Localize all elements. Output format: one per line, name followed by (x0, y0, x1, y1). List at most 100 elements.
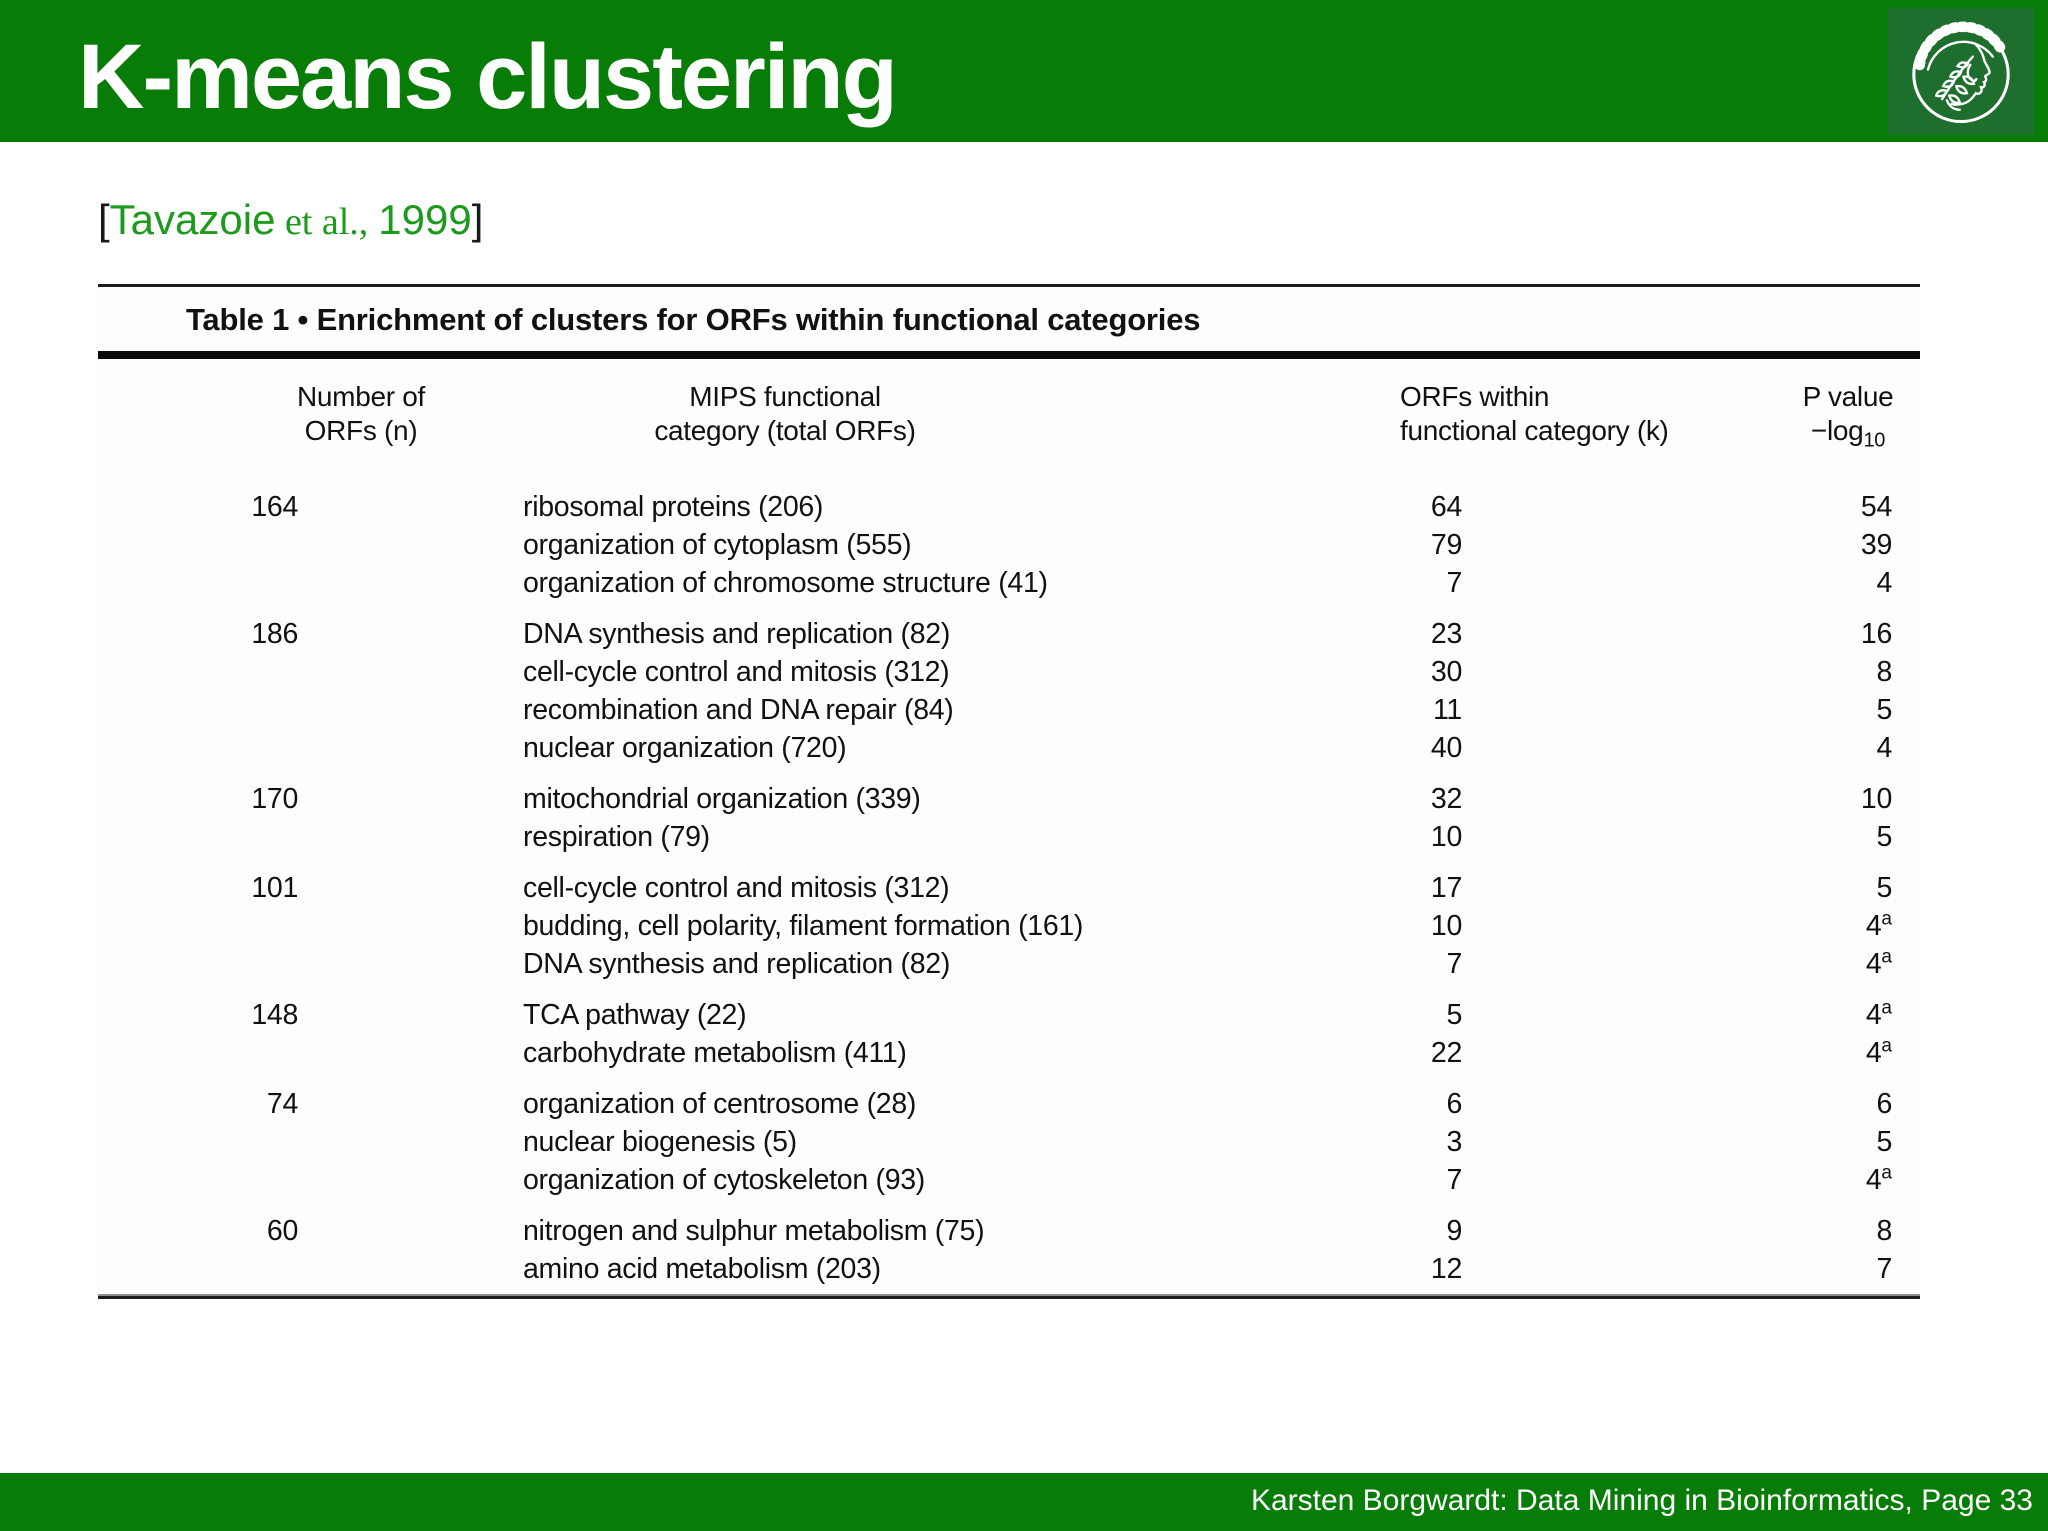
orf-count-cell (98, 1032, 428, 1070)
header-orfs-within: ORFs within functional category (k) (1400, 359, 1669, 473)
orf-count-cell: 186 (251, 617, 298, 650)
orf-count-cell: 60 (266, 1214, 298, 1247)
table-row: organization of chromosome structure (41… (98, 562, 1920, 600)
category-cell: amino acid metabolism (203) (523, 1252, 881, 1285)
citation-year: 1999 (378, 196, 472, 243)
pvalue-cell: 5 (1876, 820, 1892, 853)
table-row: 186 DNA synthesis and replication (82) 23 1… (98, 600, 1920, 651)
pvalue-cell: 10 (1860, 782, 1892, 815)
orfs-within-cell: 11 (1433, 693, 1462, 726)
header-line: ORFs within (1400, 381, 1550, 412)
orfs-within-cell: 5 (1446, 998, 1462, 1031)
header-line: category (total ORFs) (654, 415, 916, 446)
header-mips-category: MIPS functional category (total ORFs) (428, 359, 1400, 473)
orfs-within-cell: 12 (1430, 1252, 1462, 1285)
header-line: ORFs (n) (304, 415, 418, 446)
category-cell: cell-cycle control and mitosis (312) (523, 655, 950, 688)
pvalue-cell: 7 (1876, 1252, 1892, 1285)
header-line: P value (1802, 381, 1894, 412)
table-title-rule (98, 351, 1920, 359)
table-top-rule (98, 284, 1920, 287)
table-row: nuclear organization (720) 40 4 (98, 727, 1920, 765)
category-cell: TCA pathway (22) (523, 998, 747, 1031)
table-row: 148 TCA pathway (22) 5 4a (98, 981, 1920, 1032)
table-row: carbohydrate metabolism (411) 22 4a (98, 1032, 1920, 1070)
table-row: recombination and DNA repair (84) 11 5 (98, 689, 1920, 727)
citation-bracket-close: ] (471, 196, 484, 243)
orf-count-cell (98, 1121, 428, 1159)
orfs-within-cell: 23 (1430, 617, 1462, 650)
orf-count-cell (98, 562, 428, 600)
pvalue-footnote: a (1881, 1035, 1892, 1057)
header-number-of-orfs: Number of ORFs (n) (98, 359, 428, 473)
table-row: 74 organization of centrosome (28) 6 6 (98, 1070, 1920, 1121)
pvalue-footnote: a (1881, 997, 1892, 1019)
table-row: amino acid metabolism (203) 12 7 (98, 1248, 1920, 1286)
table-row: cell-cycle control and mitosis (312) 30 8 (98, 651, 1920, 689)
orf-count-cell: 170 (251, 782, 298, 815)
orfs-within-cell: 17 (1430, 871, 1462, 904)
pvalue-cell: 6 (1876, 1087, 1892, 1120)
orf-count-cell (98, 1159, 428, 1197)
category-cell: carbohydrate metabolism (411) (523, 1036, 907, 1069)
pvalue-cell: 4a (1865, 946, 1892, 980)
pvalue-cell: 5 (1876, 1125, 1892, 1158)
table-bottom-rule (98, 1293, 1920, 1299)
table-row: budding, cell polarity, filament formati… (98, 905, 1920, 943)
pvalue-footnote: a (1881, 908, 1892, 930)
pvalue-cell: 4a (1865, 997, 1892, 1031)
orfs-within-cell: 79 (1430, 528, 1462, 561)
table-title: Table 1 • Enrichment of clusters for ORF… (186, 302, 1201, 337)
pvalue-cell: 54 (1860, 490, 1892, 523)
orfs-within-cell: 6 (1446, 1087, 1462, 1120)
category-cell: DNA synthesis and replication (82) (523, 947, 951, 980)
table-row: DNA synthesis and replication (82) 7 4a (98, 943, 1920, 981)
slide-header: K-means clustering (0, 0, 2048, 142)
pvalue-cell: 5 (1876, 871, 1892, 904)
header-row: Number of ORFs (n) MIPS functional categ… (98, 359, 1920, 473)
data-table: Number of ORFs (n) MIPS functional categ… (98, 359, 1920, 1286)
table-row: 164 ribosomal proteins (206) 64 54 (98, 473, 1920, 524)
category-cell: nuclear biogenesis (5) (523, 1125, 797, 1158)
pvalue-cell: 4a (1865, 908, 1892, 942)
header-subscript: 10 (1863, 429, 1886, 452)
table-row: respiration (79) 10 5 (98, 816, 1920, 854)
enrichment-table: Table 1 • Enrichment of clusters for ORF… (98, 284, 1920, 1299)
orf-count-cell (98, 816, 428, 854)
orfs-within-cell: 30 (1430, 655, 1462, 688)
orf-count-cell (98, 1248, 428, 1286)
table-row: 60 nitrogen and sulphur metabolism (75) 9 8 (98, 1197, 1920, 1248)
pvalue-cell: 4a (1865, 1035, 1892, 1069)
orf-count-cell: 164 (251, 490, 298, 523)
orfs-within-cell: 22 (1430, 1036, 1462, 1069)
orf-count-cell (98, 943, 428, 981)
pvalue-footnote: a (1881, 1162, 1892, 1184)
minerva-icon (1912, 21, 2010, 123)
table-head: Number of ORFs (n) MIPS functional categ… (98, 359, 1920, 473)
slide-body: [Tavazoie et al., 1999] Table 1 • Enrichm… (0, 196, 2048, 1299)
footer-text: Karsten Borgwardt: Data Mining in Bioinf… (1250, 1484, 2033, 1517)
category-cell: mitochondrial organization (339) (523, 782, 921, 815)
orfs-within-cell: 10 (1430, 909, 1462, 942)
category-cell: organization of centrosome (28) (523, 1087, 917, 1120)
pvalue-footnote: a (1881, 946, 1892, 968)
pvalue-cell: 16 (1860, 617, 1892, 650)
category-cell: nitrogen and sulphur metabolism (75) (523, 1214, 985, 1247)
table-row: 170 mitochondrial organization (339) 32 10 (98, 765, 1920, 816)
pvalue-cell: 4 (1876, 731, 1892, 764)
table-row: 101 cell-cycle control and mitosis (312) 1… (98, 854, 1920, 905)
orf-count-cell (98, 727, 428, 765)
category-cell: ribosomal proteins (206) (523, 490, 824, 523)
orfs-within-cell: 7 (1446, 566, 1462, 599)
orf-count-cell (98, 651, 428, 689)
orf-count-cell (98, 905, 428, 943)
header-p-value: P value −log10 (1645, 359, 1920, 473)
table-body: 164 ribosomal proteins (206) 6 4 54 organizat… (98, 473, 1920, 1286)
orf-count-cell: 74 (266, 1087, 298, 1120)
pvalue-cell: 5 (1876, 693, 1892, 726)
slide-footer: Karsten Borgwardt: Data Mining in Bioinf… (0, 1473, 2048, 1531)
orf-count-cell: 148 (251, 998, 298, 1031)
table-row: organization of cytoskeleton (93) 7 4a (98, 1159, 1920, 1197)
pvalue-cell: 4a (1865, 1162, 1892, 1196)
